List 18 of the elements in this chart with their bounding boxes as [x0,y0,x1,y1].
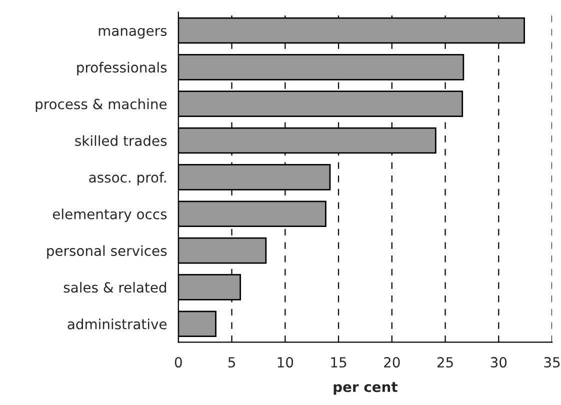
y-tick-label: personal services [47,245,167,259]
x-tick-label: 25 [437,357,453,368]
y-tick-label: professionals [77,62,167,76]
x-tick-label: 35 [544,357,560,368]
y-tick-label: managers [98,28,167,39]
y-tick-label: elementary occs [52,208,167,222]
x-tick-label: 30 [490,357,507,368]
x-tick-label: 0 [174,357,182,368]
y-tick-label: assoc. prof. [89,172,166,186]
y-tick-label: administrative [68,318,167,330]
y-tick-label: process & machine [36,98,167,112]
x-tick-label: 5 [228,357,235,368]
y-tick-label: sales & related [64,282,166,293]
x-tick-label: 20 [384,357,400,368]
x-tick-label: 15 [331,357,346,368]
x-tick-label: 10 [278,357,294,368]
y-tick-label: skilled trades [75,135,167,146]
x-axis-title: per cent [334,382,398,395]
